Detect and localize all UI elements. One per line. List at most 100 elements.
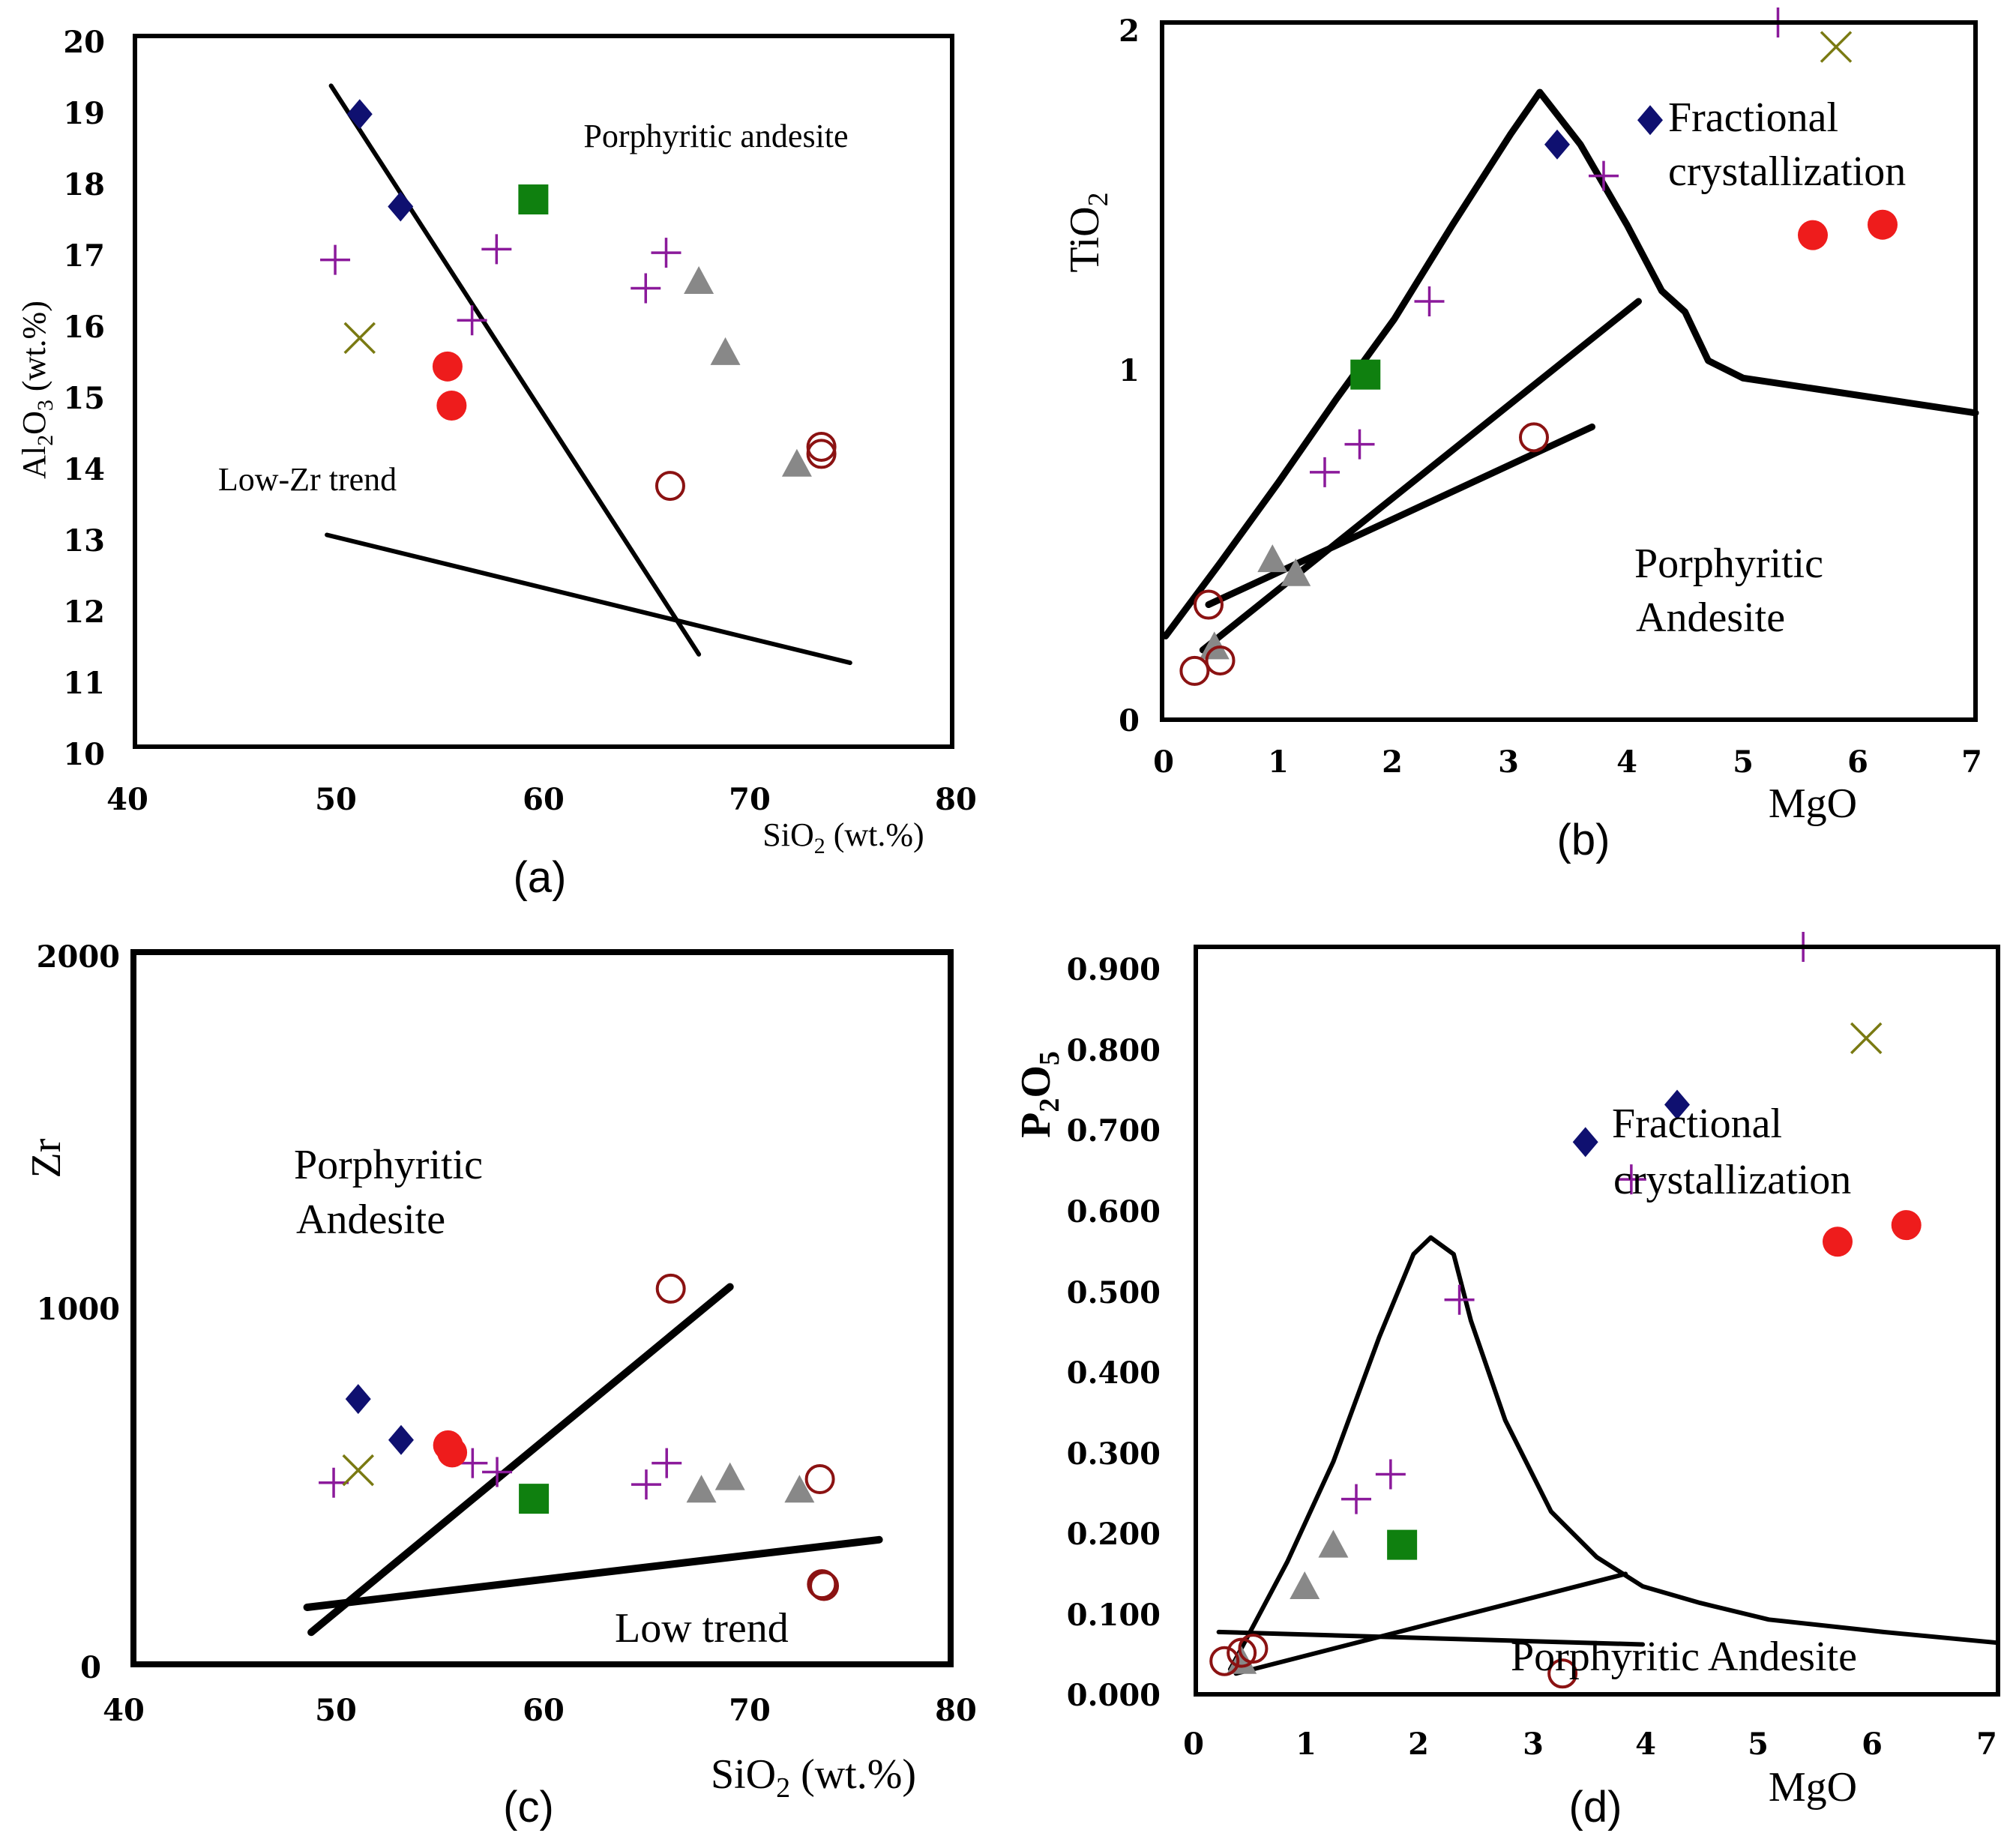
data-point-square [1350, 359, 1381, 390]
data-point-triangle [1257, 544, 1288, 573]
ytick-c-0: 0 [80, 1650, 101, 1685]
xtick-c-3: 70 [729, 1693, 771, 1728]
ytick-a-0: 10 [63, 737, 105, 772]
data-point-filled-circle [1868, 209, 1898, 240]
panel-b: 0 1 2 0 1 2 3 4 5 6 7 TiO2 MgO Fractiona… [1062, 7, 1982, 864]
data-point-square [519, 1484, 550, 1514]
data-point-plus [481, 234, 512, 265]
ylabel-d: P2O5 [1013, 1051, 1065, 1138]
plot-a-ticks: 10 11 12 13 14 15 16 17 18 19 20 40 50 6… [63, 25, 977, 817]
xlabel-b: MgO [1769, 780, 1857, 827]
ytick-d-9: 0.900 [1067, 952, 1161, 987]
data-point-triangle [1199, 631, 1230, 660]
data-point-plus [1589, 160, 1619, 191]
annotation-c-lowtrend: Low trend [615, 1605, 789, 1652]
trend-line [1162, 88, 1979, 639]
data-point-open-circle [655, 471, 685, 502]
data-point-filled-circle [432, 351, 463, 382]
plot-c-marks [303, 1273, 883, 1637]
data-point-filled-circle [1891, 1210, 1922, 1241]
xtick-d-2: 2 [1408, 1727, 1429, 1762]
xtick-d-3: 3 [1523, 1727, 1544, 1762]
data-point-open-circle [806, 431, 837, 462]
data-point-plus [482, 1457, 513, 1487]
plot-d-ticks: 0.000 0.100 0.200 0.300 0.400 0.500 0.60… [1067, 952, 1997, 1762]
plot-b-marks [1162, 7, 1979, 686]
xlabel-a: SiO2 (wt.%) [762, 816, 924, 858]
xtick-c-1: 50 [315, 1693, 357, 1728]
plot-b-ticks: 0 1 2 0 1 2 3 4 5 6 7 [1119, 13, 1982, 780]
xtick-b-6: 6 [1847, 744, 1868, 780]
data-point-plus [1375, 1459, 1406, 1490]
trend-line [1205, 423, 1595, 608]
data-point-cross [1850, 1022, 1883, 1055]
data-point-diamond [345, 1384, 371, 1415]
data-point-plus [319, 1467, 349, 1498]
ytick-d-7: 0.700 [1067, 1113, 1161, 1149]
ytick-a-7: 17 [63, 238, 105, 274]
annotation-b-crystallization: crystallization [1668, 148, 1906, 195]
data-point-open-circle [1238, 1634, 1269, 1664]
data-point-plus [1310, 457, 1340, 487]
xtick-a-3: 70 [729, 782, 771, 817]
data-point-triangle [684, 266, 714, 295]
xlabel-c: SiO2 (wt.%) [711, 1751, 916, 1804]
trend-line [325, 532, 852, 666]
ytick-b-2: 2 [1119, 13, 1140, 49]
ytick-c-2: 2000 [37, 939, 120, 975]
data-point-filled-circle [436, 390, 467, 421]
caption-c: (c) [503, 1783, 554, 1832]
annotation-d-fractional: Fractional [1612, 1101, 1782, 1147]
data-point-triangle [714, 1462, 745, 1490]
data-point-plus [631, 273, 661, 304]
data-point-open-circle [1205, 645, 1236, 675]
ytick-d-1: 0.100 [1067, 1598, 1161, 1633]
ytick-d-4: 0.400 [1067, 1355, 1161, 1391]
annotation-d-porphyritic-andesite: Porphyritic Andesite [1511, 1634, 1857, 1680]
data-point-triangle [784, 1475, 815, 1503]
data-point-open-circle [1547, 1658, 1578, 1689]
panel-a: 10 11 12 13 14 15 16 17 18 19 20 40 50 6… [16, 25, 977, 902]
caption-d: (d) [1569, 1783, 1622, 1832]
xtick-d-1: 1 [1296, 1727, 1317, 1762]
xtick-b-0: 0 [1153, 744, 1174, 780]
data-point-open-circle [807, 1569, 837, 1600]
xtick-a-1: 50 [315, 782, 357, 817]
xlabel-d: MgO [1769, 1764, 1857, 1811]
ytick-d-5: 0.500 [1067, 1275, 1161, 1310]
data-point-diamond [1637, 105, 1663, 136]
data-point-open-circle [1519, 422, 1549, 453]
data-point-triangle [781, 448, 812, 477]
data-point-diamond [1572, 1127, 1598, 1158]
caption-a: (a) [514, 853, 567, 902]
data-point-triangle [686, 1475, 717, 1503]
ytick-a-4: 14 [63, 452, 105, 487]
xtick-b-3: 3 [1498, 744, 1519, 780]
xtick-a-2: 60 [523, 782, 565, 817]
trend-line [1227, 1235, 2000, 1672]
xtick-b-2: 2 [1382, 744, 1403, 780]
trend-line [328, 83, 702, 657]
ytick-a-5: 15 [63, 381, 105, 416]
data-point-cross [342, 1454, 374, 1487]
xtick-b-1: 1 [1268, 744, 1289, 780]
data-point-triangle [1281, 558, 1311, 586]
data-point-triangle [1227, 1646, 1257, 1674]
plot-b-frame [1160, 20, 1978, 722]
plot-a-marks [320, 83, 852, 666]
xtick-a-0: 40 [106, 782, 148, 817]
data-point-open-circle [1209, 1646, 1240, 1676]
data-point-plus [1444, 1284, 1475, 1315]
ytick-b-1: 1 [1119, 353, 1140, 388]
plot-a-frame [133, 34, 954, 749]
xtick-d-4: 4 [1635, 1727, 1656, 1762]
trend-line [1199, 298, 1642, 654]
ytick-a-6: 16 [63, 310, 105, 345]
xtick-d-0: 0 [1183, 1727, 1204, 1762]
data-point-cross [1820, 31, 1853, 63]
xtick-c-4: 80 [935, 1693, 977, 1728]
ytick-a-10: 20 [63, 25, 105, 60]
data-point-plus [1414, 286, 1445, 316]
ytick-d-2: 0.200 [1067, 1517, 1161, 1552]
annotation-d-crystallization: crystallization [1613, 1157, 1851, 1203]
